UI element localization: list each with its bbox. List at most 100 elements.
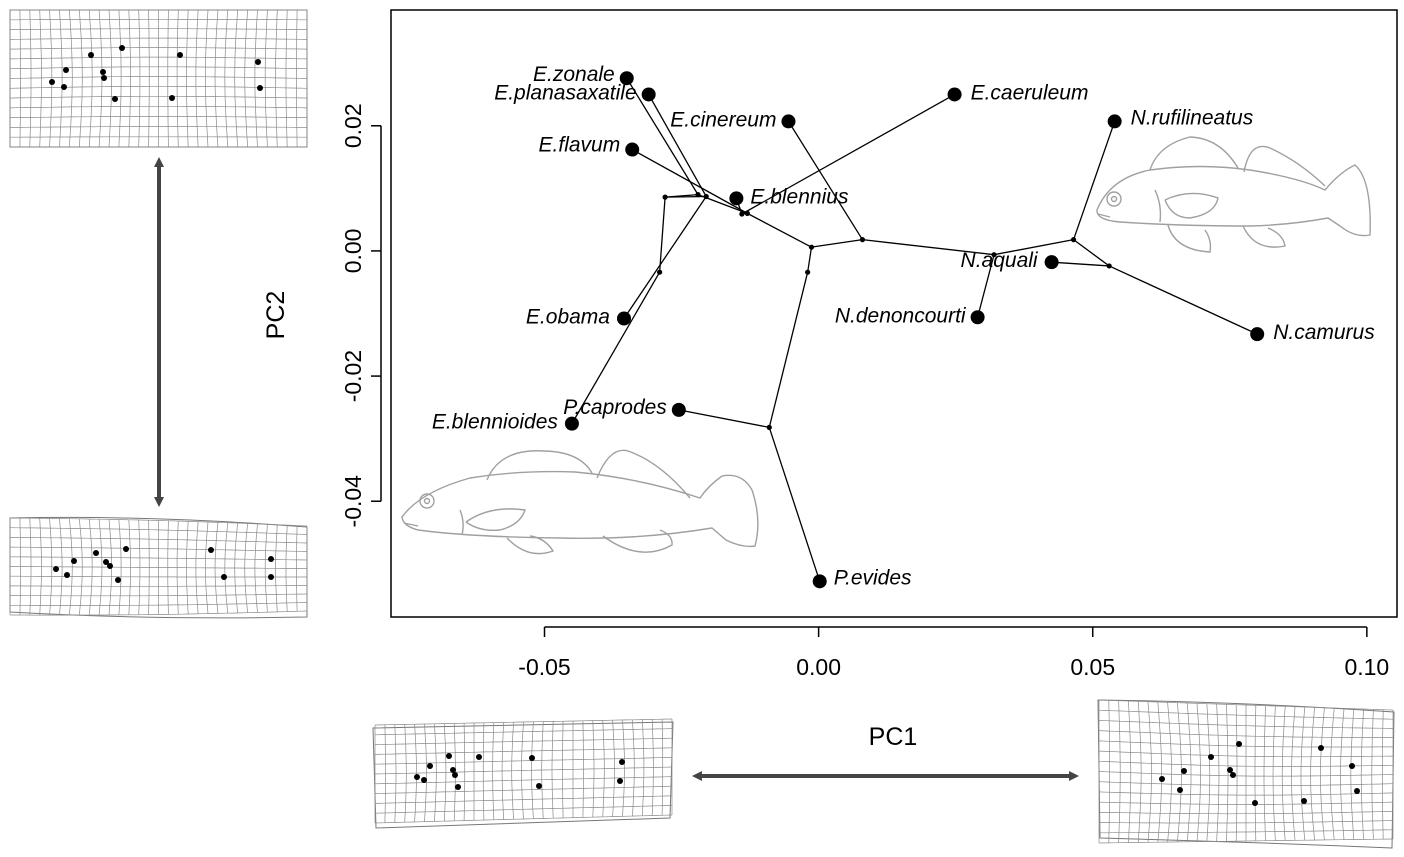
grid-line <box>1098 791 1394 796</box>
grid-line <box>1098 760 1394 767</box>
species-point <box>625 142 640 157</box>
y-tick-label: -0.04 <box>340 475 366 528</box>
grid-line <box>1360 708 1364 840</box>
internal-node <box>808 244 815 250</box>
species-point <box>1044 255 1059 270</box>
species-point <box>1250 327 1265 342</box>
species-point <box>616 311 631 326</box>
grid-line <box>374 805 673 814</box>
tree-edge <box>626 77 699 195</box>
species-point <box>812 574 827 589</box>
grid-line <box>49 9 53 148</box>
internal-node <box>1106 263 1112 269</box>
tree-edge <box>665 195 707 198</box>
grid-line <box>1099 820 1394 824</box>
species-label: E.flavum <box>539 134 621 157</box>
grid-line <box>1128 700 1132 843</box>
deformation-grid-pc2-negative <box>9 516 308 619</box>
grid-line <box>1098 709 1394 720</box>
grid-line <box>234 9 239 148</box>
grid-line <box>224 9 229 148</box>
species-point <box>564 416 579 431</box>
tree-edge <box>678 409 770 429</box>
grid-line <box>9 47 308 50</box>
species-label: E.planasaxatile <box>494 81 636 104</box>
grid-line <box>374 785 673 794</box>
tree-edge <box>741 93 955 215</box>
grid-line <box>254 9 258 148</box>
species-point <box>641 87 656 102</box>
tree-edge <box>1108 265 1258 335</box>
plot-frame <box>390 9 1398 618</box>
species-point <box>970 310 985 325</box>
species-label: E.zonale <box>533 63 615 86</box>
tree-edge <box>976 254 995 318</box>
grid-line <box>285 9 288 148</box>
grid-line <box>374 747 673 755</box>
grid-line <box>9 556 308 561</box>
y-tick-label: 0.02 <box>340 103 366 148</box>
deformation-grid-pc1-positive <box>1097 699 1395 849</box>
species-label: E.obama <box>526 306 610 329</box>
internal-node <box>703 193 709 200</box>
grid-line <box>1371 709 1374 840</box>
grid-line <box>1118 700 1121 843</box>
species-point <box>781 114 796 129</box>
phylogeny-edges <box>571 77 1258 582</box>
tree-edge <box>631 148 748 214</box>
internal-node <box>991 252 997 258</box>
grid-line <box>1098 740 1393 748</box>
grid-line <box>69 9 73 148</box>
tree-edge <box>623 196 707 319</box>
internal-node <box>695 192 701 198</box>
tree-edge <box>571 271 661 424</box>
grid-line <box>78 9 83 148</box>
x-tick-label: 0.10 <box>1344 654 1389 680</box>
grid-line <box>1099 829 1394 834</box>
tree-edge <box>811 239 863 248</box>
x-tick-label: -0.05 <box>518 654 570 680</box>
tree-edge <box>1073 239 1110 267</box>
tree-edge <box>1072 121 1116 240</box>
grid-line <box>9 95 308 99</box>
species-label: E.caeruleum <box>971 81 1089 104</box>
grid-line <box>9 517 308 527</box>
species-point <box>671 402 686 417</box>
grid-line <box>374 737 673 745</box>
grid-line <box>10 575 307 578</box>
species-point <box>947 87 962 102</box>
grid-line <box>10 126 307 128</box>
x-axis-label: PC1 <box>869 723 918 751</box>
grid-line <box>39 9 42 148</box>
species-point <box>1107 114 1122 129</box>
grid-line <box>9 76 308 79</box>
grid-line <box>10 602 308 606</box>
tree-edge <box>787 121 864 241</box>
grid-line <box>10 610 308 616</box>
tree-edge <box>658 197 666 273</box>
grid-line <box>1098 838 1394 844</box>
species-label: N.denoncourti <box>835 304 967 327</box>
internal-node <box>657 269 663 275</box>
phylogeny-internal-nodes <box>657 192 1112 430</box>
grid-line <box>275 9 278 148</box>
grid-line <box>374 814 673 824</box>
internal-node <box>744 210 750 216</box>
fish-outline-darter <box>401 449 759 555</box>
grid-line <box>244 9 248 148</box>
species-label: P.evides <box>834 566 912 589</box>
grid-line <box>9 105 308 109</box>
grid-line <box>9 527 308 535</box>
tree-edge <box>993 239 1074 256</box>
species-label: N.rufilineatus <box>1131 106 1254 129</box>
x-tick-label: 0.00 <box>796 654 841 680</box>
internal-node <box>859 237 866 243</box>
tree-edge <box>807 247 813 273</box>
species-point <box>729 191 744 206</box>
grid-line <box>9 28 308 30</box>
grid-line <box>10 18 307 21</box>
grid-line <box>9 116 308 118</box>
grid-line <box>1098 811 1394 815</box>
tree-edge <box>768 272 809 428</box>
